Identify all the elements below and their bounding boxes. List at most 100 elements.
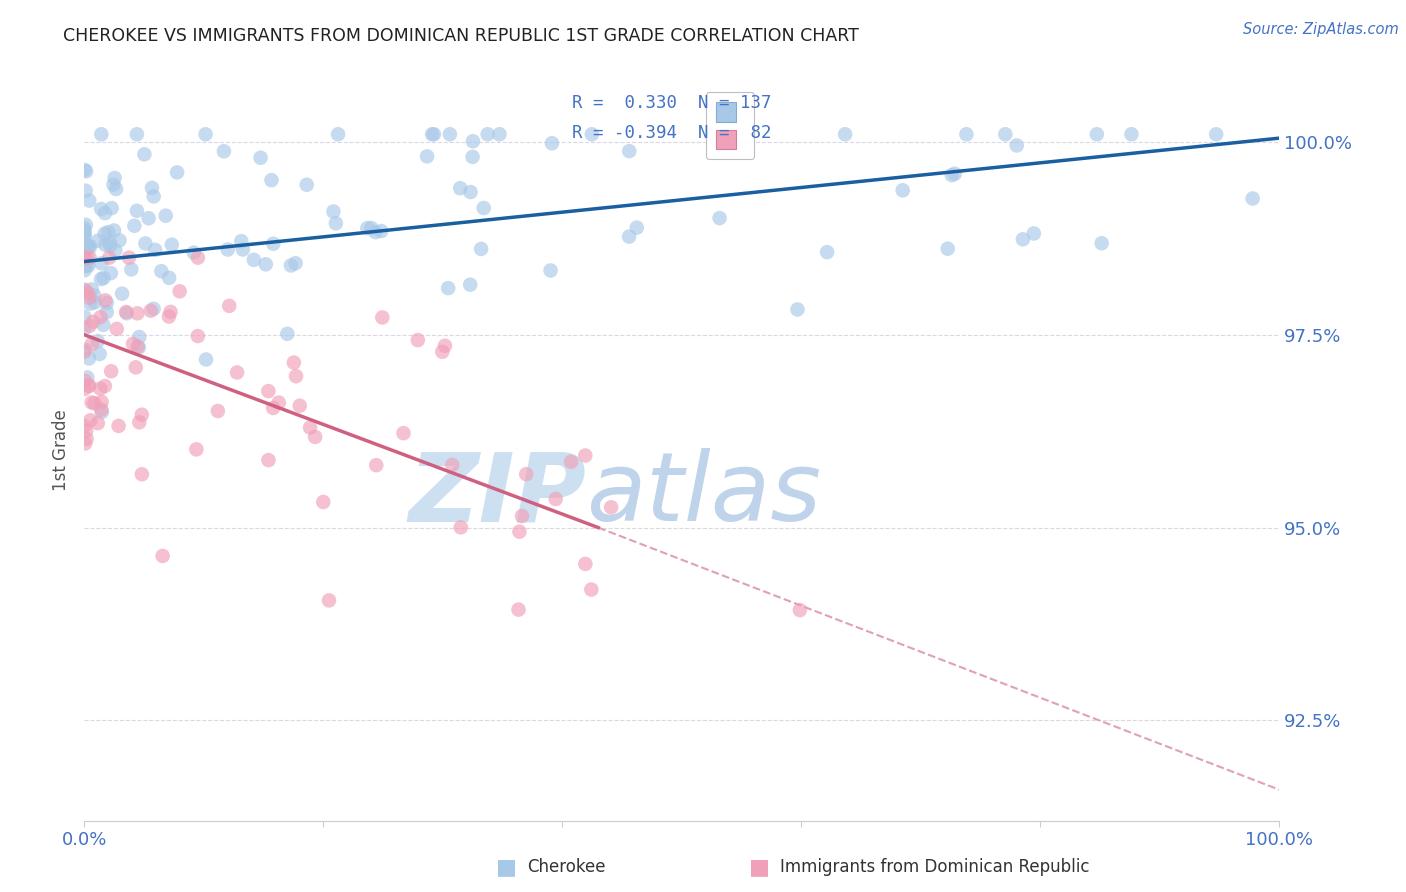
Point (73, 251, 96, 265)
Point (100, 364, 122, 378)
Point (254, 257, 277, 271)
Point (150, 264, 173, 278)
Point (79, 238, 101, 252)
Point (94, 237, 117, 252)
Point (89, 347, 111, 361)
Point (299, 420, 322, 434)
Point (1241, 192, 1264, 206)
Point (73, 419, 96, 434)
Point (76, 241, 98, 255)
Point (231, 234, 253, 248)
Point (1012, 232, 1035, 246)
Point (232, 243, 254, 257)
Point (79, 379, 101, 393)
Point (449, 181, 471, 195)
Point (360, 221, 382, 235)
Point (508, 524, 530, 539)
Point (304, 430, 326, 444)
Point (217, 243, 239, 257)
Point (1091, 236, 1114, 251)
Point (183, 245, 205, 260)
Point (94, 293, 117, 308)
Point (77, 194, 100, 208)
Point (941, 168, 963, 182)
Point (125, 203, 148, 218)
Point (187, 329, 209, 343)
Point (73, 321, 96, 335)
Point (322, 204, 344, 219)
Point (115, 305, 138, 319)
Point (243, 252, 266, 267)
Point (262, 236, 284, 251)
Point (461, 134, 484, 148)
Point (73, 227, 96, 242)
Point (134, 236, 156, 251)
Point (285, 369, 308, 384)
Point (80, 282, 103, 296)
Point (90, 202, 112, 216)
Point (786, 302, 808, 317)
Point (472, 201, 495, 215)
Point (73, 162, 96, 177)
Point (73, 224, 96, 238)
Point (122, 336, 145, 351)
Point (75, 436, 97, 450)
Point (470, 242, 492, 256)
Point (626, 220, 648, 235)
Point (73, 263, 96, 277)
Text: R = -0.394  N =  82: R = -0.394 N = 82 (572, 124, 772, 142)
Point (127, 339, 149, 353)
Point (79, 240, 101, 254)
Text: ■: ■ (749, 857, 769, 877)
Point (87, 234, 110, 248)
Point (371, 310, 394, 325)
Point (1205, 128, 1227, 142)
Point (1121, 128, 1143, 142)
Point (288, 399, 311, 413)
Point (76, 370, 98, 384)
Point (709, 211, 731, 225)
Point (152, 549, 174, 563)
Point (125, 128, 148, 142)
Point (128, 341, 150, 355)
Point (98, 235, 121, 250)
Point (936, 242, 959, 256)
Point (87, 416, 110, 430)
Point (356, 221, 378, 235)
Point (131, 467, 153, 482)
Point (276, 326, 298, 341)
Point (834, 128, 856, 142)
Point (89, 382, 111, 396)
Point (142, 189, 165, 203)
Point (574, 449, 596, 463)
Point (75, 184, 97, 198)
Point (73, 227, 96, 241)
Point (260, 173, 283, 187)
Point (124, 219, 146, 233)
Point (138, 211, 160, 226)
Point (77, 259, 100, 273)
Point (90, 310, 112, 324)
Point (406, 333, 429, 347)
Point (94, 206, 117, 220)
Point (128, 330, 150, 344)
Point (218, 299, 240, 313)
Point (943, 167, 966, 181)
Point (120, 262, 142, 277)
Point (118, 251, 141, 265)
Point (77, 351, 100, 366)
Point (108, 233, 131, 247)
Point (267, 395, 290, 409)
Point (96, 296, 118, 310)
Point (97, 225, 120, 239)
Point (325, 216, 347, 230)
Point (257, 453, 280, 467)
Point (423, 128, 446, 142)
Point (416, 149, 439, 163)
Point (295, 178, 318, 192)
Point (441, 458, 464, 472)
Point (104, 244, 127, 258)
Point (815, 245, 838, 260)
Point (73, 242, 96, 256)
Point (73, 245, 96, 260)
